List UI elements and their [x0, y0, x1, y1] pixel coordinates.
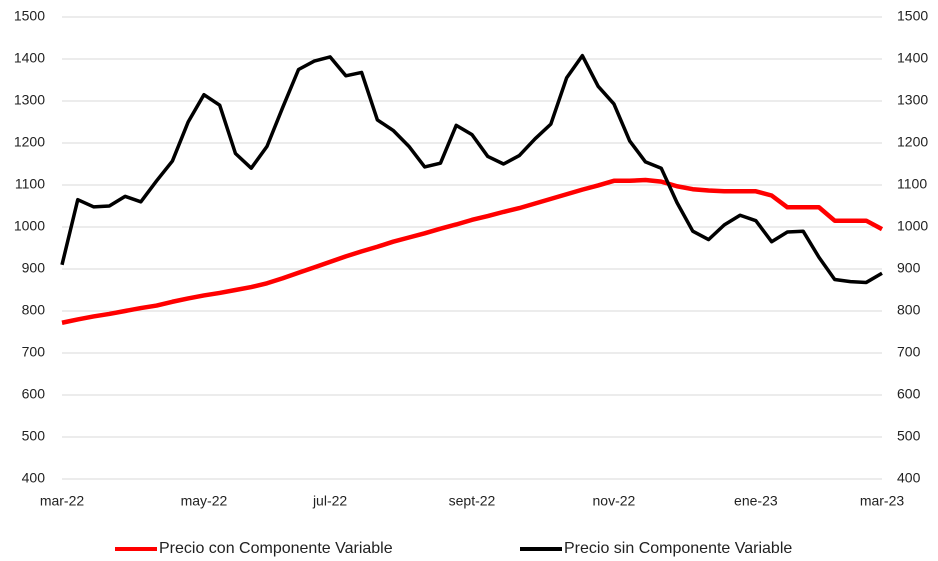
y2-tick-label: 500	[897, 428, 921, 444]
series-line	[60, 53, 883, 285]
y-tick-label: 900	[22, 260, 46, 276]
y2-tick-label: 800	[897, 302, 921, 318]
legend-label: Precio sin Componente Variable	[564, 540, 792, 557]
y-tick-label: 1200	[14, 134, 45, 150]
x-tick-label: mar-22	[40, 493, 85, 509]
y-tick-label: 1100	[15, 176, 45, 192]
y-tick-label: 1000	[14, 218, 45, 234]
y-tick-label: 1500	[14, 8, 45, 24]
legend-label: Precio con Componente Variable	[159, 540, 393, 557]
x-tick-label: nov-22	[593, 493, 636, 509]
y-tick-label: 400	[22, 470, 46, 486]
y2-tick-label: 600	[897, 386, 921, 402]
x-tick-label: may-22	[181, 493, 228, 509]
y2-tick-label: 1500	[897, 8, 928, 24]
y-tick-label: 1400	[14, 50, 45, 66]
y-tick-label: 800	[22, 302, 46, 318]
x-tick-label: sept-22	[449, 493, 496, 509]
y2-tick-label: 400	[897, 470, 921, 486]
y2-tick-label: 700	[897, 344, 921, 360]
y-tick-label: 700	[22, 344, 46, 360]
y2-tick-label: 1100	[897, 176, 927, 192]
y-tick-label: 500	[22, 428, 46, 444]
y2-tick-label: 1300	[897, 92, 928, 108]
y-tick-label: 600	[22, 386, 46, 402]
y2-tick-label: 1400	[897, 50, 928, 66]
x-tick-label: jul-22	[312, 493, 347, 509]
series-line	[61, 177, 884, 325]
y-tick-label: 1300	[14, 92, 45, 108]
y2-tick-label: 1000	[897, 218, 928, 234]
x-tick-label: ene-23	[734, 493, 778, 509]
x-tick-label: mar-23	[860, 493, 905, 509]
y2-tick-label: 1200	[897, 134, 928, 150]
y2-tick-label: 900	[897, 260, 921, 276]
